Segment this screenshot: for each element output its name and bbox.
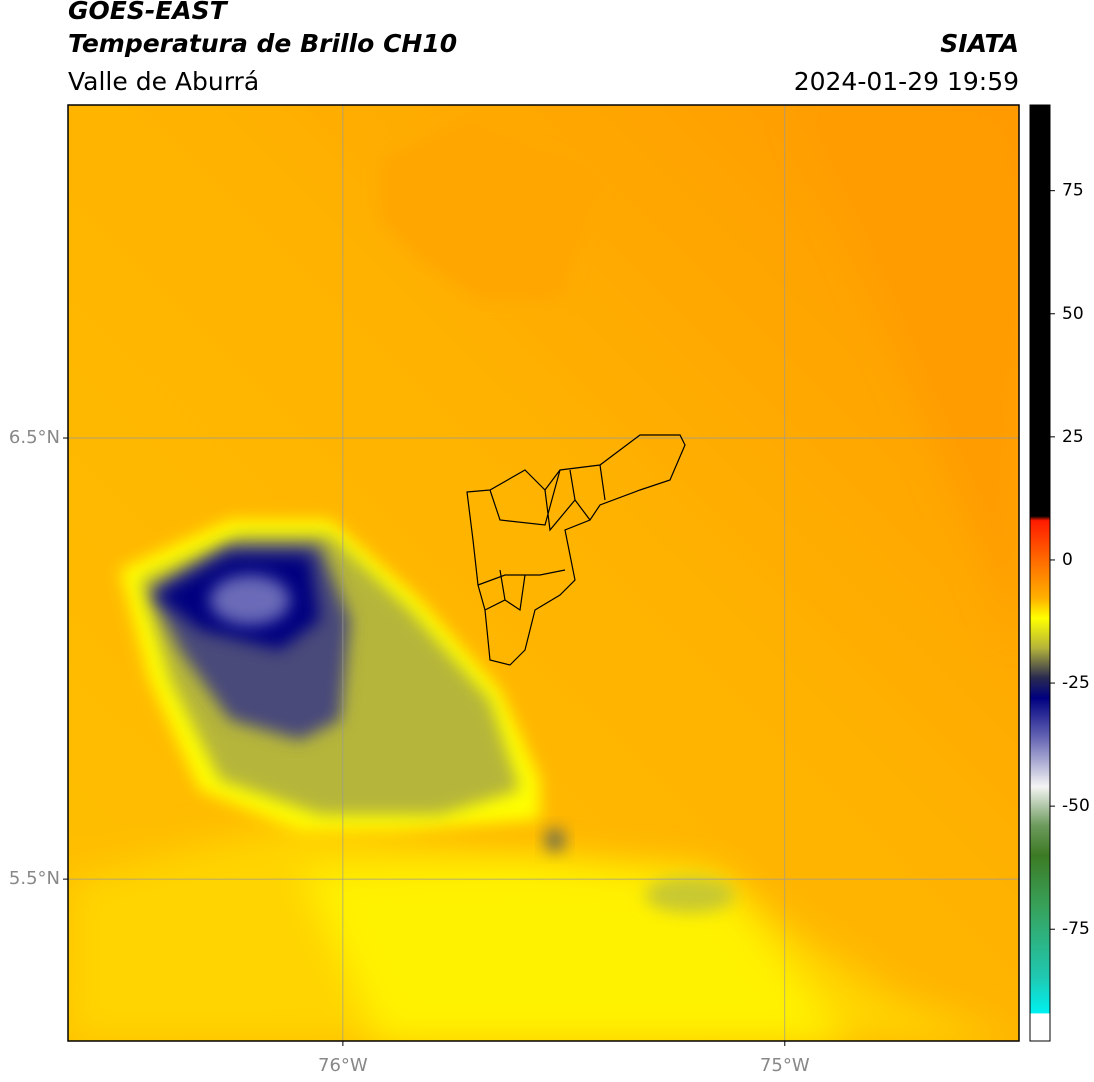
region: Valle de Aburrá (68, 67, 259, 96)
colorbar-tick-label: 50 (1062, 304, 1084, 324)
x-tick-label: 76°W (318, 1055, 368, 1076)
colorbar (1029, 104, 1051, 1042)
y-tick-label: 5.5°N (9, 868, 60, 889)
map-frame (67, 104, 1020, 1042)
satellite-field (68, 105, 1019, 1041)
boundaries (466, 434, 686, 666)
x-tick-label: 75°W (760, 1055, 810, 1076)
colorbar-tick-label: 25 (1062, 427, 1084, 447)
y-tick-label: 6.5°N (9, 427, 60, 448)
colorbar-tick-label: 0 (1062, 550, 1073, 570)
title: GOES-EAST (68, 0, 229, 25)
colorbar-tick-label: -50 (1062, 796, 1090, 816)
colorbar-tick-label: -75 (1062, 919, 1090, 939)
datetime: 2024-01-29 19:59 (794, 67, 1019, 96)
subtitle: Temperatura de Brillo CH10 (68, 29, 457, 58)
colorbar-tick-label: -25 (1062, 673, 1090, 693)
colorbar-tick-label: 75 (1062, 181, 1084, 201)
source: SIATA (940, 29, 1019, 58)
